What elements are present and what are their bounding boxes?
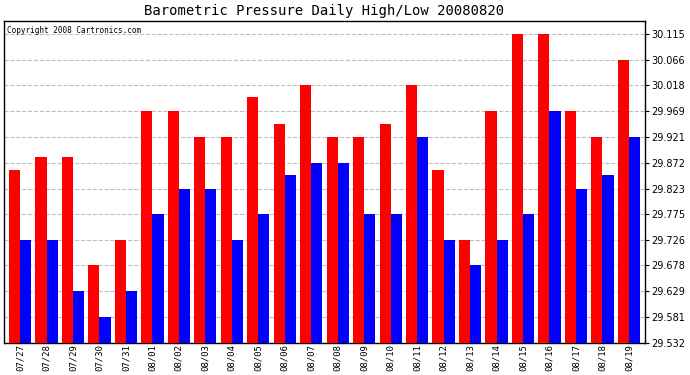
Bar <box>538 34 549 343</box>
Bar <box>285 175 296 343</box>
Bar <box>194 136 206 343</box>
Text: Copyright 2008 Cartronics.com: Copyright 2008 Cartronics.com <box>8 26 141 34</box>
Bar <box>9 170 20 343</box>
Bar <box>274 124 285 343</box>
Bar <box>247 98 258 343</box>
Bar <box>391 214 402 343</box>
Bar <box>576 189 587 343</box>
Bar <box>549 111 560 343</box>
Bar <box>179 189 190 343</box>
Bar <box>565 111 576 343</box>
Bar <box>300 85 311 343</box>
Bar <box>73 291 84 343</box>
Bar <box>602 175 613 343</box>
Bar <box>470 265 481 343</box>
Bar <box>618 60 629 343</box>
Bar <box>512 34 523 343</box>
Bar <box>141 111 152 343</box>
Bar <box>417 136 428 343</box>
Bar <box>523 214 534 343</box>
Bar <box>311 163 322 343</box>
Bar <box>152 214 164 343</box>
Bar <box>99 316 110 343</box>
Bar <box>88 265 99 343</box>
Bar <box>115 240 126 343</box>
Bar <box>46 240 58 343</box>
Bar <box>126 291 137 343</box>
Bar <box>364 214 375 343</box>
Bar <box>20 240 31 343</box>
Bar <box>380 124 391 343</box>
Bar <box>206 189 217 343</box>
Title: Barometric Pressure Daily High/Low 20080820: Barometric Pressure Daily High/Low 20080… <box>144 4 504 18</box>
Bar <box>485 111 497 343</box>
Bar <box>444 240 455 343</box>
Bar <box>168 111 179 343</box>
Bar <box>337 163 349 343</box>
Bar <box>353 136 364 343</box>
Bar <box>406 85 417 343</box>
Bar <box>629 136 640 343</box>
Bar <box>326 136 337 343</box>
Bar <box>433 170 444 343</box>
Bar <box>62 157 73 343</box>
Bar <box>221 136 232 343</box>
Bar <box>497 240 508 343</box>
Bar <box>35 157 46 343</box>
Bar <box>232 240 243 343</box>
Bar <box>459 240 470 343</box>
Bar <box>591 136 602 343</box>
Bar <box>258 214 269 343</box>
